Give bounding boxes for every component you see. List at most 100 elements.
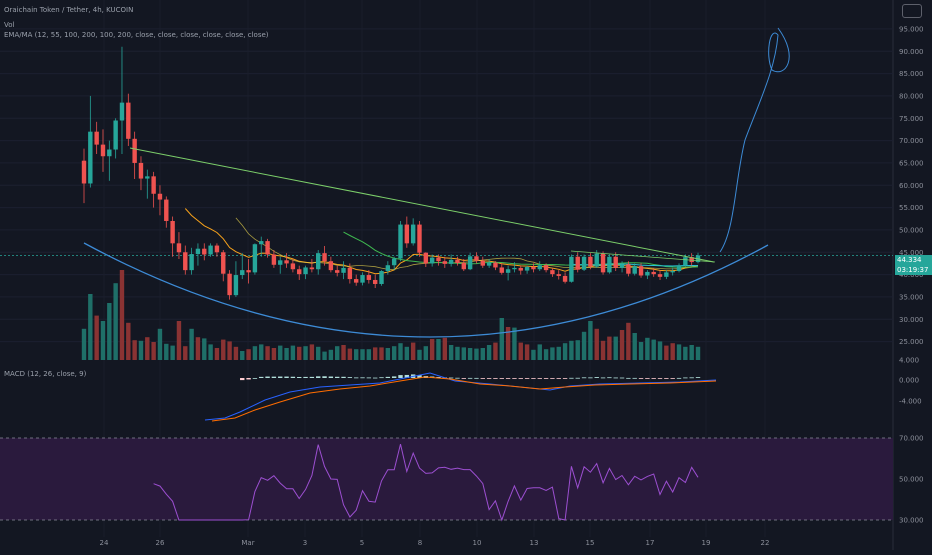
candle-body	[518, 267, 523, 271]
macd-histogram-bar	[670, 378, 675, 379]
volume-bar	[246, 349, 251, 360]
candle-body	[404, 224, 410, 244]
volume-bar	[385, 348, 391, 360]
volume-bar	[638, 342, 644, 360]
resistance-segment	[570, 250, 716, 263]
macd-legend: MACD (12, 26, close, 9)	[4, 370, 87, 378]
time-tick-label: 15	[586, 539, 595, 547]
volume-bar	[657, 341, 663, 360]
volume-bar	[512, 327, 517, 360]
macd-histogram-bar	[645, 378, 650, 379]
rsi-tick-label: 50.000	[899, 476, 924, 484]
volume-bar	[499, 318, 504, 360]
candle-body	[689, 257, 694, 263]
volume-bar	[214, 348, 220, 360]
macd-histogram-bar	[562, 378, 568, 379]
candle-body	[398, 224, 403, 259]
macd-histogram-bar	[347, 377, 353, 378]
macd-histogram-bar	[499, 378, 504, 379]
macd-histogram-bar	[556, 378, 561, 379]
volume-bar	[410, 342, 416, 360]
volume-bar	[341, 345, 346, 360]
price-tick-label: 30.000	[899, 316, 924, 324]
macd-histogram-bar	[695, 377, 701, 378]
volume-bar	[404, 346, 410, 360]
candle-body	[632, 266, 637, 274]
candle-body	[550, 270, 555, 275]
volume-bar	[221, 339, 226, 360]
candle-body	[278, 260, 283, 265]
volume-bar	[607, 336, 612, 360]
price-tick-label: 85.000	[899, 70, 924, 78]
price-tick-label: 50.000	[899, 226, 924, 234]
volume-bar	[347, 348, 353, 360]
candle-body	[259, 241, 264, 245]
volume-bar	[335, 346, 340, 360]
candle-body	[208, 245, 213, 255]
candle-body	[265, 241, 270, 255]
volume-bar	[676, 344, 682, 360]
candle-body	[467, 256, 473, 270]
candle-body	[448, 259, 454, 264]
candle-body	[391, 258, 397, 266]
candle-body	[556, 274, 561, 276]
candle-body	[309, 267, 315, 270]
price-tick-label: 25.000	[899, 338, 924, 346]
volume-bar	[588, 321, 593, 360]
candle-body	[613, 256, 618, 268]
volume-bar	[202, 338, 207, 360]
macd-histogram-bar	[246, 378, 251, 380]
candle-body	[227, 273, 232, 296]
volume-bar	[562, 343, 568, 360]
price-tag-value: 44.334	[895, 255, 932, 265]
candle-body	[252, 244, 258, 273]
macd-histogram-bar	[550, 378, 555, 379]
candle-body	[537, 265, 542, 270]
candle-body	[176, 243, 182, 253]
candle-body	[145, 176, 150, 179]
volume-bar	[316, 346, 321, 360]
macd-histogram-bar	[676, 377, 682, 379]
candle-body	[581, 256, 587, 270]
candle-body	[284, 260, 289, 264]
macd-histogram-bar	[448, 377, 454, 379]
macd-histogram-bar	[632, 377, 637, 379]
volume-bar	[689, 345, 694, 360]
macd-histogram-bar	[360, 377, 365, 379]
candle-body	[543, 265, 549, 271]
macd-histogram-bar	[265, 376, 270, 378]
macd-histogram-bar	[613, 377, 618, 379]
candle-body	[638, 266, 644, 276]
volume-bar	[632, 333, 637, 360]
volume-bar	[157, 328, 163, 360]
volume-bar	[208, 344, 213, 360]
macd-histogram-bar	[486, 378, 492, 379]
macd-histogram-bar	[252, 377, 258, 379]
volume-bar	[461, 347, 466, 360]
price-tick-label: 90.000	[899, 48, 924, 56]
volume-bar	[651, 339, 656, 360]
volume-bar	[183, 346, 188, 360]
macd-histogram-bar	[379, 377, 384, 379]
macd-histogram-bar	[512, 378, 517, 379]
volume-bar	[613, 336, 618, 360]
ema-100-line	[343, 231, 699, 268]
candle-body	[328, 261, 334, 271]
macd-histogram-bar	[575, 377, 580, 379]
ema-legend: EMA/MA (12, 55, 100, 200, 100, 200, clos…	[4, 31, 269, 39]
volume-bar	[265, 346, 270, 360]
volume-bar	[151, 342, 156, 360]
menu-button[interactable]	[902, 4, 922, 18]
volume-bar	[486, 345, 492, 360]
descending-trendline	[129, 147, 715, 263]
macd-histogram-bar	[619, 377, 625, 379]
volume-bar	[94, 315, 99, 360]
volume-bar	[398, 343, 403, 360]
macd-tick-label: 4.000	[899, 357, 919, 365]
candle-body	[569, 256, 574, 282]
candle-body	[290, 263, 296, 270]
macd-histogram-bar	[461, 378, 466, 379]
volume-bar	[505, 327, 511, 360]
macd-histogram-bar	[480, 378, 485, 379]
macd-histogram-bar	[664, 378, 669, 379]
